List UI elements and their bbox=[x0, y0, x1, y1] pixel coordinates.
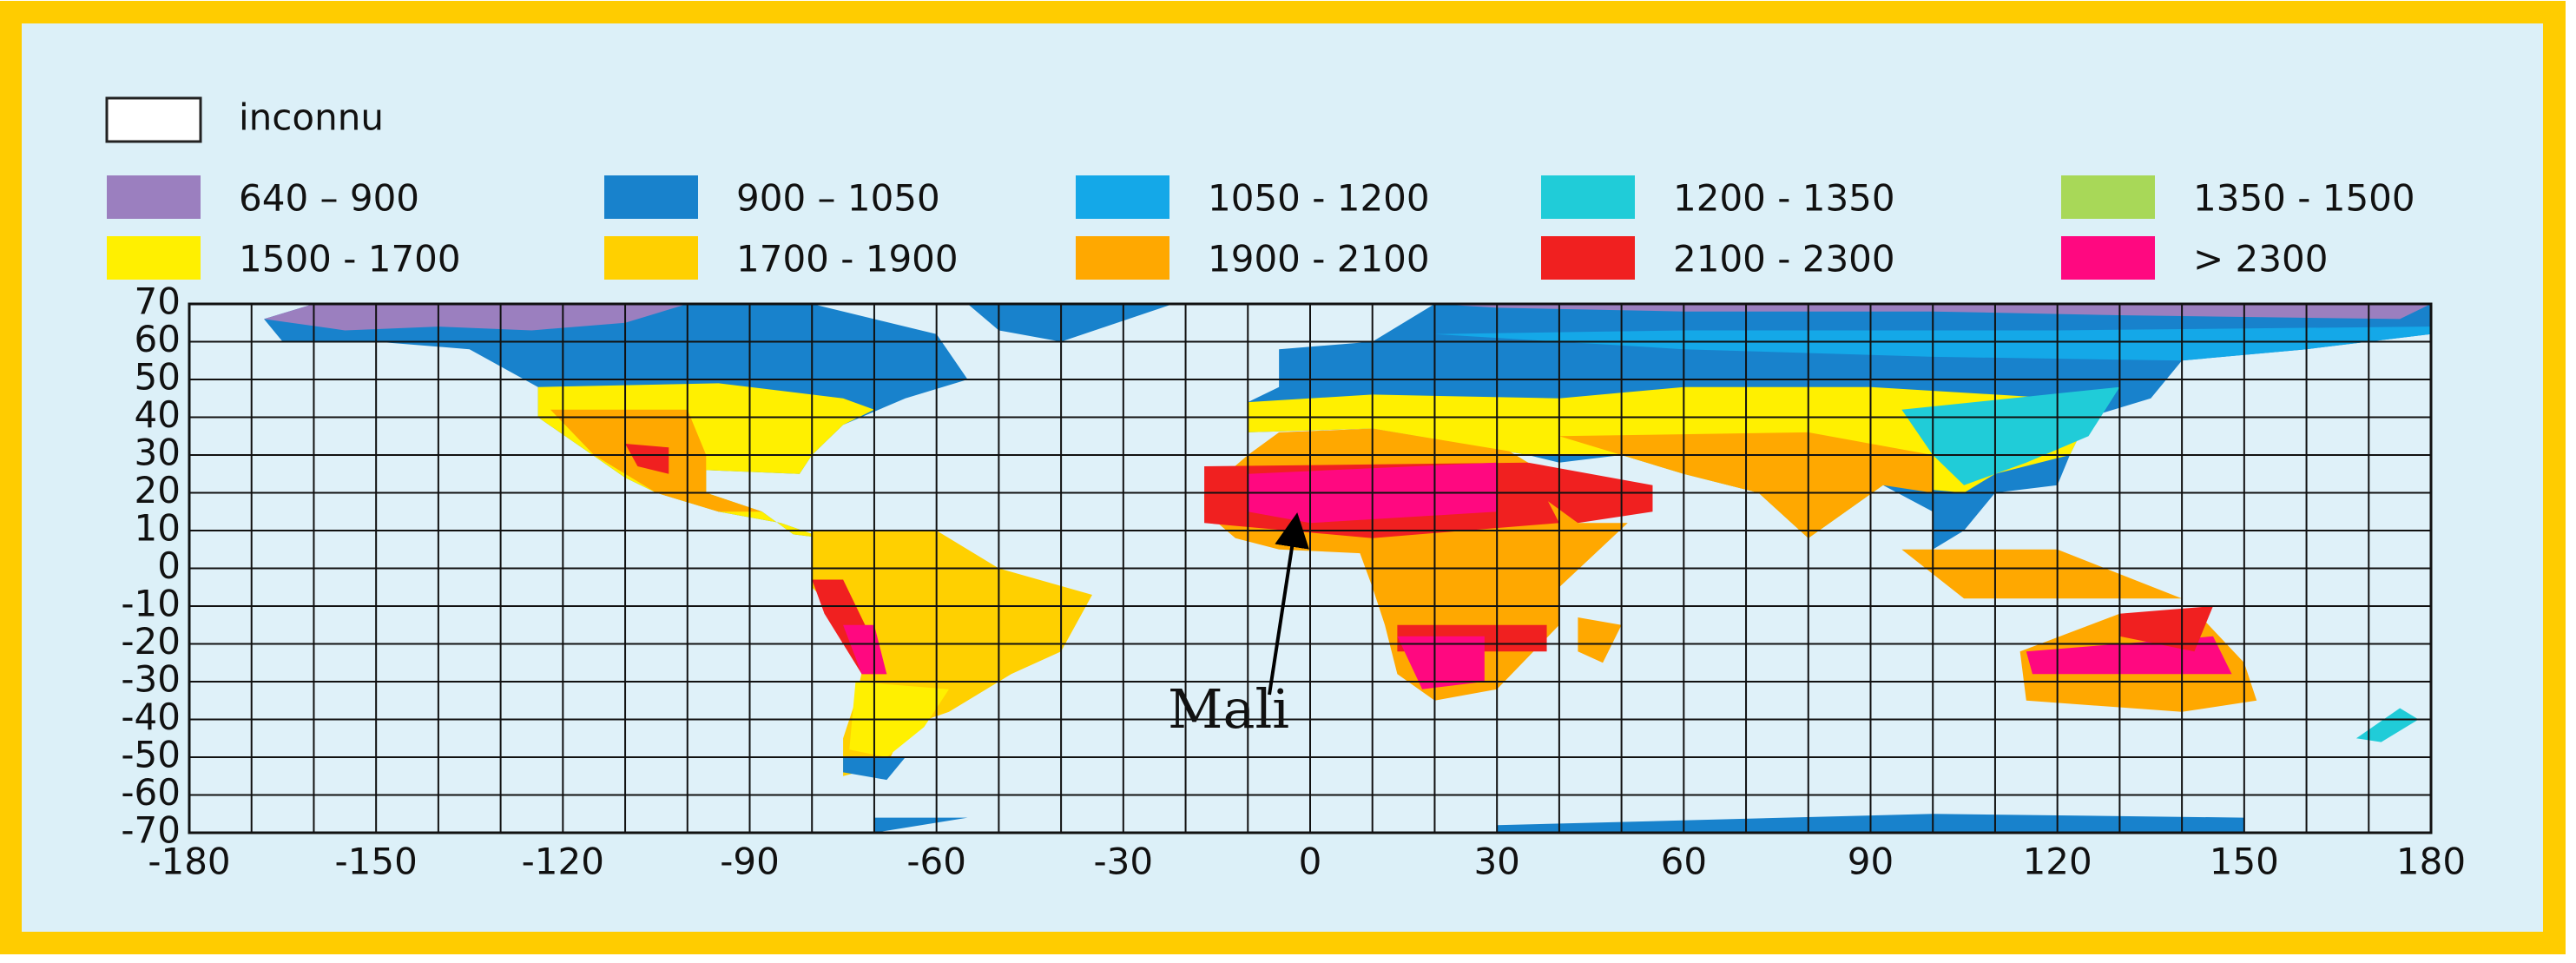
legend-swatch bbox=[105, 96, 202, 143]
land-region bbox=[2355, 708, 2419, 742]
annotation: Mali bbox=[1168, 677, 1289, 741]
y-tick-label: 60 bbox=[135, 318, 181, 360]
legend-label: inconnu bbox=[239, 96, 384, 139]
legend-label: 1050 - 1200 bbox=[1208, 177, 1430, 220]
x-tick-label: 0 bbox=[1299, 841, 1322, 883]
legend-label: 2100 - 2300 bbox=[1673, 238, 1895, 280]
land-region bbox=[625, 443, 669, 474]
legend-swatch bbox=[107, 175, 201, 219]
x-tick-label: -90 bbox=[720, 841, 780, 883]
y-tick-label: 70 bbox=[135, 280, 181, 323]
legend-swatch bbox=[1541, 236, 1635, 280]
x-tick-label: 60 bbox=[1661, 841, 1707, 883]
grid-layer: -180 -150 -120 -90 -60 -30 0 30 60 90 120 150 180706… bbox=[121, 280, 2466, 883]
x-tick-label: 90 bbox=[1848, 841, 1894, 883]
legend-label: 1700 - 1900 bbox=[736, 238, 959, 280]
legend-label: 1900 - 2100 bbox=[1208, 238, 1430, 280]
legend-label: > 2300 bbox=[2193, 238, 2328, 280]
x-tick-label: -120 bbox=[522, 841, 604, 883]
y-tick-label: -30 bbox=[121, 658, 181, 701]
plot-border bbox=[188, 302, 2433, 834]
y-tick-label: 50 bbox=[135, 356, 181, 399]
land-region bbox=[843, 624, 887, 675]
annotation-arrow bbox=[1268, 512, 1309, 696]
y-tick-label: 0 bbox=[157, 544, 181, 587]
y-tick-label: -20 bbox=[121, 620, 181, 663]
y-tick-label: -10 bbox=[121, 583, 181, 625]
land-region bbox=[1397, 636, 1485, 689]
y-tick-label: -40 bbox=[121, 696, 181, 738]
land-region bbox=[1578, 617, 1622, 663]
y-tick-label: 40 bbox=[135, 393, 181, 436]
legend-label: 1500 - 1700 bbox=[239, 238, 461, 280]
x-tick-label: -30 bbox=[1094, 841, 1154, 883]
x-tick-label: 30 bbox=[1473, 841, 1519, 883]
annotation-group: Mali bbox=[1168, 512, 1309, 741]
x-tick-label: -180 bbox=[148, 841, 230, 883]
y-tick-label: -50 bbox=[121, 734, 181, 776]
x-tick-label: 150 bbox=[2210, 841, 2279, 883]
legend-label: 640 – 900 bbox=[239, 177, 419, 220]
legend-swatch bbox=[1541, 175, 1635, 219]
legend-swatch bbox=[604, 175, 698, 219]
y-tick-label: 10 bbox=[135, 507, 181, 550]
legend: inconnu 640 – 900 900 – 1050 1050 - 1200 120… bbox=[105, 96, 2415, 280]
y-tick-label: 30 bbox=[135, 432, 181, 474]
legend-swatch bbox=[2061, 236, 2155, 280]
legend-label: 1200 - 1350 bbox=[1673, 177, 1895, 220]
y-tick-label: -60 bbox=[121, 771, 181, 814]
legend-swatch bbox=[1076, 236, 1169, 280]
land-region bbox=[1901, 549, 2183, 599]
land-region bbox=[2119, 606, 2213, 652]
land-region bbox=[967, 304, 1174, 342]
x-tick-label: -60 bbox=[906, 841, 966, 883]
legend-swatch bbox=[604, 236, 698, 280]
y-tick-label: -70 bbox=[121, 809, 181, 852]
x-tick-label: 120 bbox=[2023, 841, 2092, 883]
x-tick-label: -150 bbox=[335, 841, 418, 883]
legend-label: 1350 - 1500 bbox=[2193, 177, 2415, 220]
x-tick-label: 180 bbox=[2396, 841, 2466, 883]
legend-label: 900 – 1050 bbox=[736, 177, 940, 220]
y-tick-label: 20 bbox=[135, 469, 181, 511]
land-region bbox=[1901, 386, 2120, 485]
land-region bbox=[264, 304, 688, 331]
legend-swatch bbox=[107, 236, 201, 280]
legend-swatch bbox=[2061, 175, 2155, 219]
legend-swatch bbox=[1076, 175, 1169, 219]
land-region bbox=[873, 817, 968, 833]
